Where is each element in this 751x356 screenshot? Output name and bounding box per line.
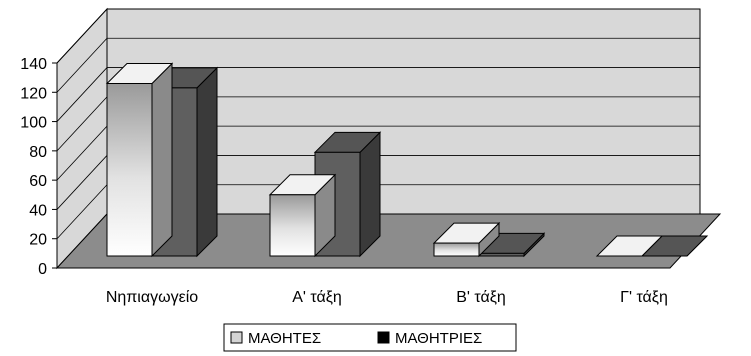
y-tick-label: 100 xyxy=(20,115,47,132)
y-tick-label: 0 xyxy=(38,261,47,278)
category-labels: Νηπιαγωγείο Α' τάξη Β' τάξη Γ' τάξη xyxy=(106,289,668,306)
bar-front xyxy=(106,83,153,257)
bar xyxy=(105,62,174,258)
legend-box xyxy=(223,323,517,352)
bar xyxy=(595,235,664,257)
y-axis: 0 20 40 60 80 100 120 140 xyxy=(20,56,58,278)
y-tick-label: 140 xyxy=(20,56,47,73)
bar xyxy=(432,221,501,258)
legend-label: ΜΑΘΗΤΕΣ xyxy=(248,330,321,347)
gridline-side xyxy=(56,125,108,181)
legend: ΜΑΘΗΤΕΣ ΜΑΘΗΤΡΙΕΣ xyxy=(223,323,517,352)
category-label: Νηπιαγωγείο xyxy=(106,289,198,306)
y-tick-label: 120 xyxy=(20,85,47,102)
bar-front xyxy=(433,242,480,257)
y-tick-label: 60 xyxy=(29,173,47,190)
gridline-side xyxy=(56,184,108,239)
category-label: Γ' τάξη xyxy=(620,289,668,306)
bar-side xyxy=(359,131,381,258)
bar-front xyxy=(269,194,316,257)
gridline-side xyxy=(56,67,108,122)
bar xyxy=(268,173,337,258)
y-tick-label: 20 xyxy=(29,232,47,249)
bar-front xyxy=(478,252,525,257)
bars xyxy=(105,62,709,258)
bar-top xyxy=(595,235,664,257)
y-tick-label: 40 xyxy=(29,202,47,219)
bar-side xyxy=(151,62,173,258)
category-label: Α' τάξη xyxy=(292,289,342,306)
legend-swatch xyxy=(377,331,390,344)
floor xyxy=(55,213,722,269)
bar-side xyxy=(196,66,218,258)
gridline-side xyxy=(56,96,108,152)
gridline-side xyxy=(56,38,108,93)
y-tick-label: 80 xyxy=(29,144,47,161)
legend-label: ΜΑΘΗΤΡΙΕΣ xyxy=(395,330,482,347)
gridline-side xyxy=(56,8,108,64)
category-label: Β' τάξη xyxy=(456,289,506,306)
gridline-side xyxy=(56,155,108,210)
legend-swatch xyxy=(230,331,243,344)
